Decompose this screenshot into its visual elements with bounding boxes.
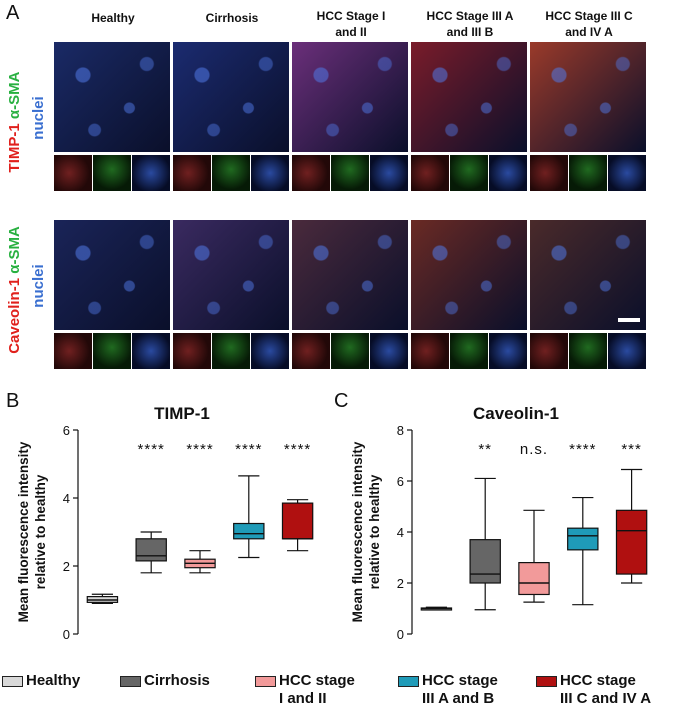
micrograph-green-channel (331, 333, 369, 369)
legend-item-hcc-iiiab: HCC stage III A and B (398, 672, 498, 707)
panel-label-c: C (334, 390, 349, 412)
micrograph-blue-channel (489, 333, 527, 369)
micrograph-blue-channel (132, 155, 170, 191)
y-tick-label: 0 (397, 627, 404, 642)
micrograph-green-channel (331, 155, 369, 191)
legend-item-hcc-iiic-iva: HCC stage III C and IV A (536, 672, 651, 707)
micrograph-merged (411, 220, 527, 330)
micrograph-red-channel (173, 155, 211, 191)
box-hcc_iii_ab (233, 522, 265, 540)
micrograph-blue-channel (370, 155, 408, 191)
micrograph-blue-channel (489, 155, 527, 191)
micrograph-blue-channel (132, 333, 170, 369)
column-header-healthy: Healthy (91, 11, 135, 25)
micrograph-red-channel (54, 155, 92, 191)
panel-label-a: A (6, 2, 20, 24)
row-label-caveolin1: Caveolin-1 α-SMA (6, 226, 23, 354)
micrograph-merged (54, 42, 170, 152)
micrograph-red-channel (411, 155, 449, 191)
y-tick-label: 0 (63, 627, 70, 642)
significance-label: **** (235, 441, 262, 458)
micrograph-green-channel (212, 155, 250, 191)
micrograph-blue-channel (370, 333, 408, 369)
box-cirrhosis (135, 538, 167, 562)
legend-item-hcc-i-ii: HCC stage I and II (255, 672, 355, 707)
legend-item-healthy: Healthy (2, 672, 80, 690)
y-tick-label: 6 (63, 423, 70, 438)
y-axis-label: Mean fluorescence intensity (16, 441, 31, 622)
micrograph-merged (173, 220, 289, 330)
significance-label: ** (478, 441, 492, 458)
y-tick-label: 4 (63, 491, 70, 506)
micrograph-red-channel (173, 333, 211, 369)
chart-caveolin1: Caveolin-1 Mean fluorescence intensity rel… (350, 404, 648, 642)
micrograph-green-channel (93, 333, 131, 369)
column-header-cirrhosis: Cirrhosis (205, 11, 259, 25)
legend-swatch-hcc-i-ii (255, 676, 276, 687)
micrograph-merged (530, 42, 646, 152)
micrograph-red-channel (530, 333, 568, 369)
micrograph-red-channel (292, 155, 330, 191)
micrograph-green-channel (93, 155, 131, 191)
micrograph-merged (292, 42, 408, 152)
box-hcc_iii_ab (567, 527, 599, 551)
micrograph-red-channel (54, 333, 92, 369)
micrograph-merged (411, 42, 527, 152)
significance-label: **** (284, 441, 311, 458)
row-label-timp1: TIMP-1 α-SMA (6, 71, 23, 173)
legend-swatch-cirrhosis (120, 676, 141, 687)
box-hcc_i_ii (518, 562, 550, 596)
micrograph-blue-channel (251, 155, 289, 191)
micrograph-merged (54, 220, 170, 330)
significance-label: n.s. (520, 441, 548, 458)
y-tick-label: 6 (397, 474, 404, 489)
chart-title: Caveolin-1 (473, 404, 559, 423)
micrograph-green-channel (450, 333, 488, 369)
box-hcc_iiic_iva (615, 509, 648, 575)
micrograph-green-channel (569, 155, 607, 191)
y-tick-label: 2 (397, 576, 404, 591)
micrograph-red-channel (411, 333, 449, 369)
micrograph-red-channel (530, 155, 568, 191)
micrograph-merged (292, 220, 408, 330)
y-axis-label: Mean fluorescence intensity (350, 441, 365, 622)
row-label-caveolin1-nuclei: nuclei (30, 264, 47, 308)
significance-label: **** (569, 441, 596, 458)
y-axis-label: relative to healthy (367, 474, 382, 589)
y-tick-label: 4 (397, 525, 404, 540)
micrograph-blue-channel (251, 333, 289, 369)
y-axis-label: relative to healthy (33, 474, 48, 589)
significance-label: **** (186, 441, 213, 458)
row-label-timp1-nuclei: nuclei (30, 96, 47, 140)
scale-bar (618, 318, 640, 322)
significance-label: **** (138, 441, 165, 458)
y-tick-label: 2 (63, 559, 70, 574)
legend-swatch-hcc-iiiab (398, 676, 419, 687)
micrograph-green-channel (450, 155, 488, 191)
micrograph-green-channel (212, 333, 250, 369)
micrograph-green-channel (569, 333, 607, 369)
box-hcc_iiic_iva (281, 502, 314, 540)
micrograph-blue-channel (608, 333, 646, 369)
micrograph-merged (530, 220, 646, 330)
micrograph-red-channel (292, 333, 330, 369)
box-cirrhosis (469, 539, 501, 584)
legend-item-cirrhosis: Cirrhosis (120, 672, 210, 690)
micrograph-blue-channel (608, 155, 646, 191)
legend-swatch-hcc-iiic-iva (536, 676, 557, 687)
micrograph-merged (173, 42, 289, 152)
legend-swatch-healthy (2, 676, 23, 687)
significance-label: *** (621, 441, 642, 458)
chart-timp1: TIMP-1 Mean fluorescence intensity relativ… (16, 404, 314, 642)
chart-title: TIMP-1 (154, 404, 210, 423)
panel-label-b: B (6, 390, 20, 412)
y-tick-label: 8 (397, 423, 404, 438)
